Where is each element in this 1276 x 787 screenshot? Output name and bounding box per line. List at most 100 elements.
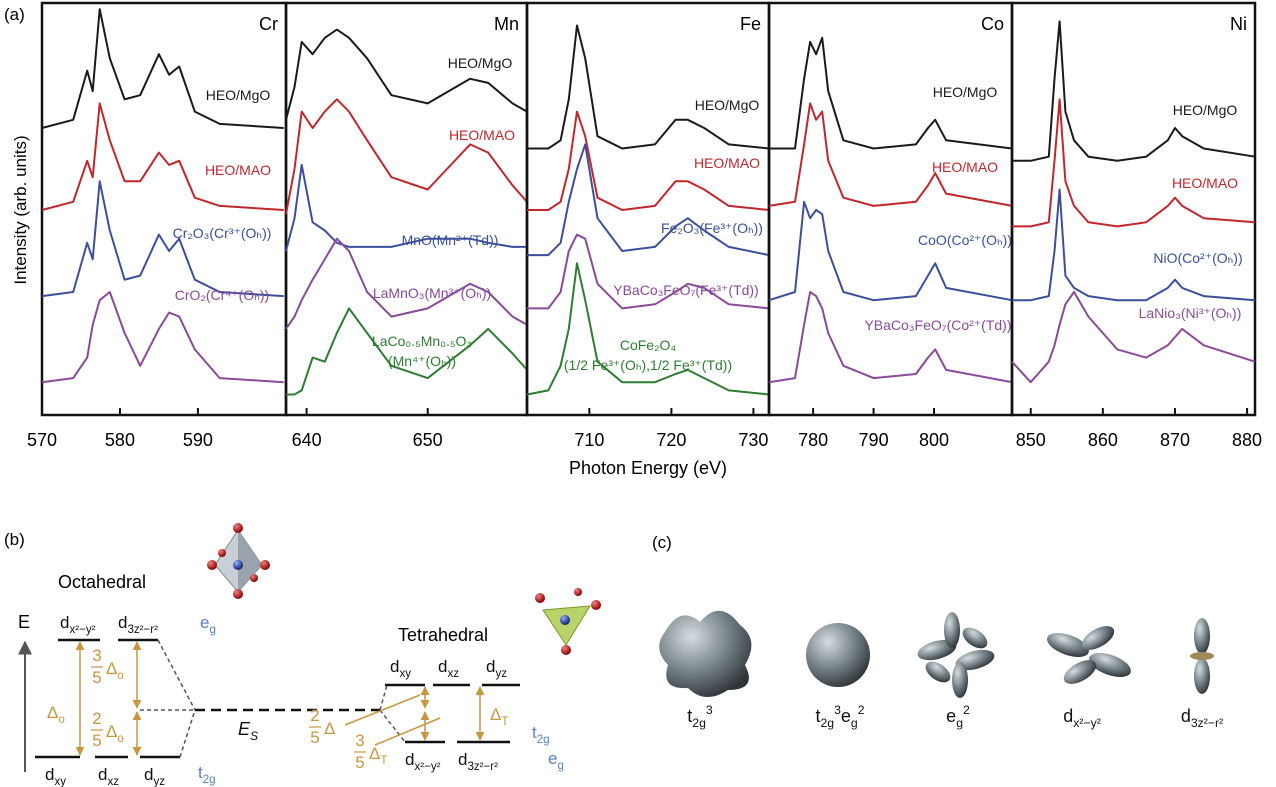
y-axis-label: Intensity (arb. units)	[11, 135, 30, 284]
spectrum-line	[1012, 99, 1255, 226]
figure: (a)Intensity (arb. units)Photon Energy (…	[0, 0, 1276, 787]
text-part: 2	[858, 703, 865, 717]
lower-shift-num: 2	[92, 709, 101, 728]
text-part: 2g	[820, 716, 834, 730]
x-tick-label: 790	[859, 430, 889, 450]
series-label: CoFe₂O₄	[620, 337, 677, 353]
text-part: d	[438, 657, 447, 676]
text-part: d	[98, 765, 107, 784]
orbital-level-label: dx²−y²	[405, 750, 441, 773]
spectrum-line	[42, 292, 284, 382]
text-part: xz	[447, 668, 459, 680]
text-part: o	[117, 670, 123, 682]
panel-label: (b)	[4, 530, 25, 549]
series-label: HEO/MgO	[933, 84, 998, 100]
spectrum-line	[286, 99, 527, 214]
x-tick-label: 720	[656, 430, 686, 450]
text-part: x²−y²	[1073, 716, 1101, 730]
text-part: e	[548, 749, 557, 768]
element-label: Mn	[494, 14, 519, 34]
text-part: 2	[963, 703, 970, 717]
text-part: d	[60, 613, 69, 632]
panel-c-shapes	[659, 611, 1214, 698]
spectrum-line	[42, 103, 284, 210]
text-part: 2g	[692, 716, 706, 730]
element-label: Co	[981, 14, 1004, 34]
text-part: g	[209, 624, 215, 636]
text-part: T	[501, 716, 508, 728]
heading: Tetrahedral	[398, 625, 488, 645]
x-axis-label: Photon Energy (eV)	[569, 458, 727, 478]
spectrum-line	[1012, 190, 1255, 301]
connectors	[140, 640, 405, 757]
text-part: o	[117, 733, 123, 745]
text-part: d	[1063, 706, 1073, 726]
tet-lower-shift-num: 3	[355, 731, 364, 750]
text-part: e	[841, 706, 851, 726]
series-label: LaMnO₃(Mn³⁺(Oₕ))	[373, 285, 491, 301]
orbital-level-label: dxz	[98, 765, 119, 787]
text-part: d	[144, 765, 153, 784]
text-part: d	[45, 765, 54, 784]
text-part: Δ	[106, 659, 117, 678]
heading: Octahedral	[58, 572, 146, 592]
element-label: Fe	[740, 14, 761, 34]
series-label: Fe₂O₃(Fe³⁺(Oₕ))	[661, 220, 763, 236]
text-part: x²−y²	[414, 761, 440, 773]
stabilization-label: ES	[238, 719, 259, 743]
text-part: e	[946, 706, 956, 726]
orbital-t2g3eg2	[806, 623, 870, 687]
spectrum-line	[286, 30, 527, 120]
x-tick-label: 860	[1088, 430, 1118, 450]
upper-shift-den: 5	[92, 668, 101, 687]
orbital-label: eg2	[946, 703, 970, 730]
text-part: d	[390, 657, 399, 676]
orbital-level-label: dxz	[438, 657, 459, 680]
text-part: d	[1181, 706, 1191, 726]
x-tick-label: 710	[574, 430, 604, 450]
element-label: Cr	[259, 14, 278, 34]
spectrum-line	[286, 308, 527, 394]
lower-shift-den: 5	[92, 731, 101, 750]
series-label: HEO/MAO	[205, 162, 271, 178]
spectrum-line	[42, 9, 284, 128]
orbital-label: dx²−y²	[1063, 706, 1101, 730]
x-tick-label: 730	[738, 430, 768, 450]
text-part: 2g	[537, 734, 550, 746]
page: (a)Intensity (arb. units)Photon Energy (…	[0, 0, 1276, 787]
text-part: g	[851, 716, 858, 730]
group-label: t2g	[198, 763, 216, 786]
orbital-label: d3z²−r²	[1181, 706, 1223, 730]
series-label: LaNio₃(Ni³⁺(Oₕ))	[1139, 305, 1242, 321]
series-label: LaCo₀.₅Mn₀.₅O₃	[372, 333, 472, 349]
text-part: 2g	[203, 774, 216, 786]
text-part: S	[250, 729, 259, 743]
spectrum-line	[769, 103, 1012, 205]
text-part: 3z²−r²	[1191, 716, 1223, 730]
text-part: Δ	[490, 705, 501, 724]
series-label: HEO/MAO	[932, 159, 998, 175]
x-tick-label: 650	[413, 430, 443, 450]
text-part: Δ	[369, 744, 380, 763]
text-part: d	[405, 750, 414, 769]
text-part: Δ	[106, 722, 117, 741]
text-part: d	[486, 657, 495, 676]
text-part: d	[458, 750, 467, 769]
series-label: MnO(Mn²⁺(Td))	[402, 232, 499, 248]
tet-upper-shift: Δ	[324, 719, 335, 738]
text-part: 3z²−r²	[467, 761, 498, 773]
octahedron-icon	[207, 523, 270, 599]
x-tick-label: 880	[1232, 430, 1262, 450]
text-part: 3z²−r²	[127, 624, 158, 636]
orbital-level-label: dyz	[486, 657, 507, 680]
text-part: d	[118, 613, 127, 632]
series-label: (Mn⁴⁺(Oₕ))	[388, 353, 456, 369]
text-part: g	[557, 760, 563, 772]
orbital-eg2	[915, 612, 996, 698]
text-part: Δ	[47, 703, 58, 722]
orbital-label: t2g3eg2	[815, 703, 864, 730]
text-part: g	[956, 716, 963, 730]
tet-upper-shift-num: 2	[310, 706, 319, 725]
series-label: HEO/MAO	[449, 127, 515, 143]
series-label: (1/2 Fe³⁺(Oₕ),1/2 Fe³⁺(Td))	[564, 357, 732, 373]
